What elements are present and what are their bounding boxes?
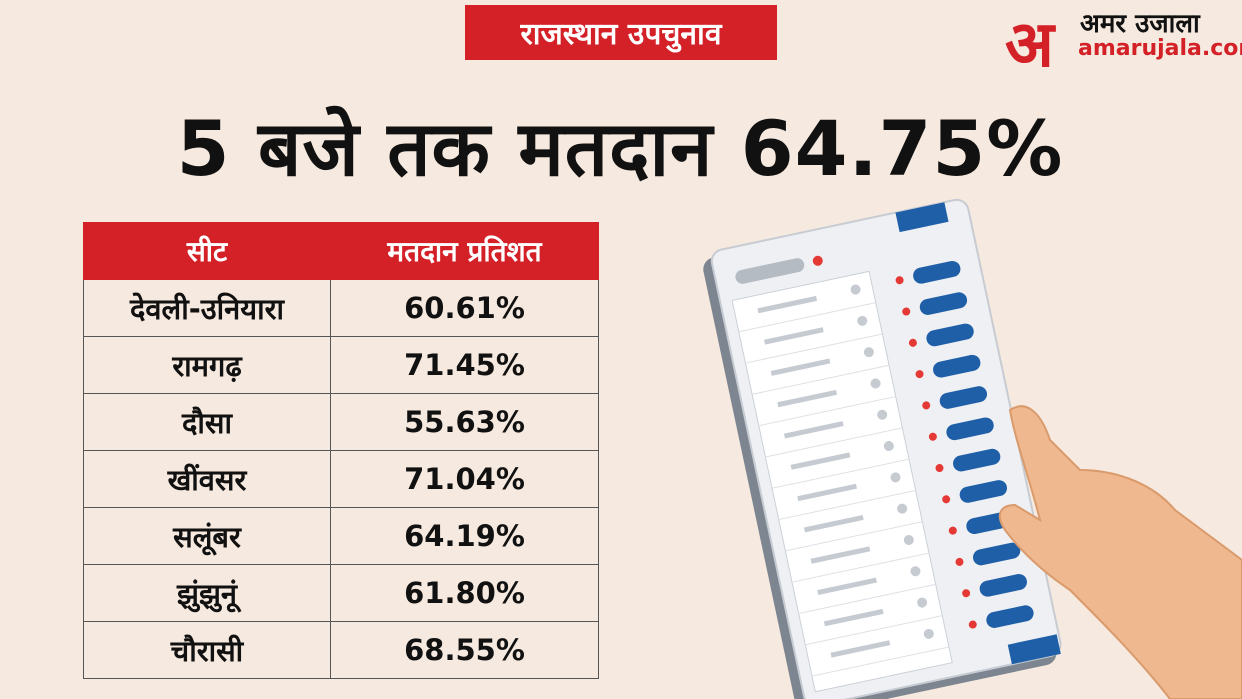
evm-button	[913, 260, 961, 284]
evm-row-line	[745, 333, 883, 364]
table-row: चौरासी 68.55%	[83, 621, 599, 679]
evm-light	[902, 307, 911, 316]
evm-light	[908, 338, 917, 347]
evm-light	[895, 276, 904, 285]
evm-tab	[1007, 634, 1061, 665]
evm-light	[935, 464, 944, 473]
seat-cell: चौरासी	[83, 621, 331, 679]
seat-cell: खींवसर	[83, 450, 331, 508]
evm-candidate-icon	[883, 441, 894, 452]
evm-candidate-icon	[890, 472, 901, 483]
evm-row-line	[811, 646, 950, 677]
evm-tab	[895, 202, 949, 233]
evm-name-bar	[764, 327, 824, 345]
table-row: रामगढ़ 71.45%	[83, 336, 599, 394]
turnout-cell: 61.80%	[330, 564, 599, 622]
header-row: सीट मतदान प्रतिशत	[83, 222, 599, 280]
evm-row-line	[798, 583, 936, 614]
turnout-cell: 71.04%	[330, 450, 599, 508]
table-row: सलूंबर 64.19%	[83, 507, 599, 565]
turnout-cell: 60.61%	[330, 279, 599, 337]
turnout-table: सीट मतदान प्रतिशत देवली-उनियारा 60.61% रामगढ…	[83, 222, 599, 679]
evm-row-line	[758, 396, 896, 427]
column-header: मतदान प्रतिशत	[330, 222, 599, 280]
evm-name-bar	[770, 358, 831, 376]
turnout-cell: 55.63%	[330, 393, 599, 451]
evm-row-line	[752, 364, 890, 395]
evm-candidate-icon	[923, 628, 934, 639]
table-body: देवली-उनियारा 60.61% रामगढ़ 71.45% दौसा 55.63…	[83, 279, 599, 679]
hand	[998, 405, 1242, 699]
tag: राजस्थान उपचुनाव	[465, 5, 777, 60]
evm-candidate-icon	[870, 378, 881, 389]
evm-slot	[735, 258, 805, 284]
evm-candidate-icon	[903, 534, 914, 545]
evm-row-line	[765, 427, 903, 458]
evm-row-line	[771, 458, 910, 489]
evm-candidate-icon	[877, 409, 888, 420]
table-row: देवली-उनियारा 60.61%	[83, 279, 599, 337]
evm-light	[942, 495, 951, 504]
turnout-cell: 68.55%	[330, 621, 599, 679]
table-row: झुंझुनूं 61.80%	[83, 564, 599, 622]
evm-name-bar	[797, 483, 858, 502]
seat-cell: सलूंबर	[83, 507, 331, 565]
evm-button	[933, 354, 981, 378]
evm-button	[986, 605, 1034, 628]
evm-row-line	[738, 302, 876, 333]
evm-name-bar	[803, 515, 864, 533]
seat-cell: दौसा	[83, 393, 331, 451]
evm-light	[968, 620, 977, 629]
evm-button	[926, 323, 974, 347]
evm-light	[955, 557, 964, 566]
evm-name-bar	[790, 452, 851, 470]
headline: 5 बजे तक मतदान 64.75%	[176, 104, 1064, 193]
evm-button	[972, 542, 1021, 566]
logo-mark: अ	[1005, 8, 1054, 82]
evm-candidate-icon	[857, 315, 868, 326]
evm-button	[979, 573, 1027, 597]
evm-row-line	[805, 615, 943, 646]
turnout-cell: 64.19%	[330, 507, 599, 565]
table-row: खींवसर 71.04%	[83, 450, 599, 508]
evm-light	[948, 526, 957, 535]
evm-row-line	[791, 552, 930, 583]
evm-candidate-icon	[850, 284, 861, 295]
logo-name: अमर उजाला	[1080, 9, 1200, 39]
seat-cell: रामगढ़	[83, 336, 331, 394]
evm-light	[915, 370, 924, 379]
evm-row-line	[785, 521, 923, 552]
evm-button	[959, 480, 1007, 503]
table-row: दौसा 55.63%	[83, 393, 599, 451]
evm-light	[962, 589, 971, 598]
column-header: सीट	[83, 222, 331, 280]
evm-button	[939, 386, 988, 409]
turnout-cell: 71.45%	[330, 336, 599, 394]
evm-name-bar	[783, 421, 844, 439]
evm-candidate-icon	[863, 347, 874, 358]
evm-candidate-icon	[897, 503, 908, 514]
logo-site: amarujala.com	[1078, 36, 1242, 61]
evm-name-bar	[810, 546, 871, 564]
evm-button	[946, 417, 994, 441]
evm-candidate-icon	[917, 597, 928, 608]
evm-panel	[731, 270, 953, 693]
evm-name-bar	[757, 295, 818, 314]
evm-name-bar	[777, 389, 838, 408]
seat-cell: झुंझुनूं	[83, 564, 331, 622]
evm-light	[922, 401, 931, 410]
evm-light	[928, 432, 937, 441]
evm-row-line	[778, 489, 916, 521]
evm-button	[919, 292, 968, 315]
evm-light	[812, 255, 823, 266]
evm-name-bar	[823, 608, 884, 627]
evm-name-bar	[830, 640, 891, 658]
evm-name-bar	[817, 577, 877, 595]
evm-candidate-icon	[910, 566, 921, 577]
evm-button	[953, 448, 1001, 472]
seat-cell: देवली-उनियारा	[83, 279, 331, 337]
